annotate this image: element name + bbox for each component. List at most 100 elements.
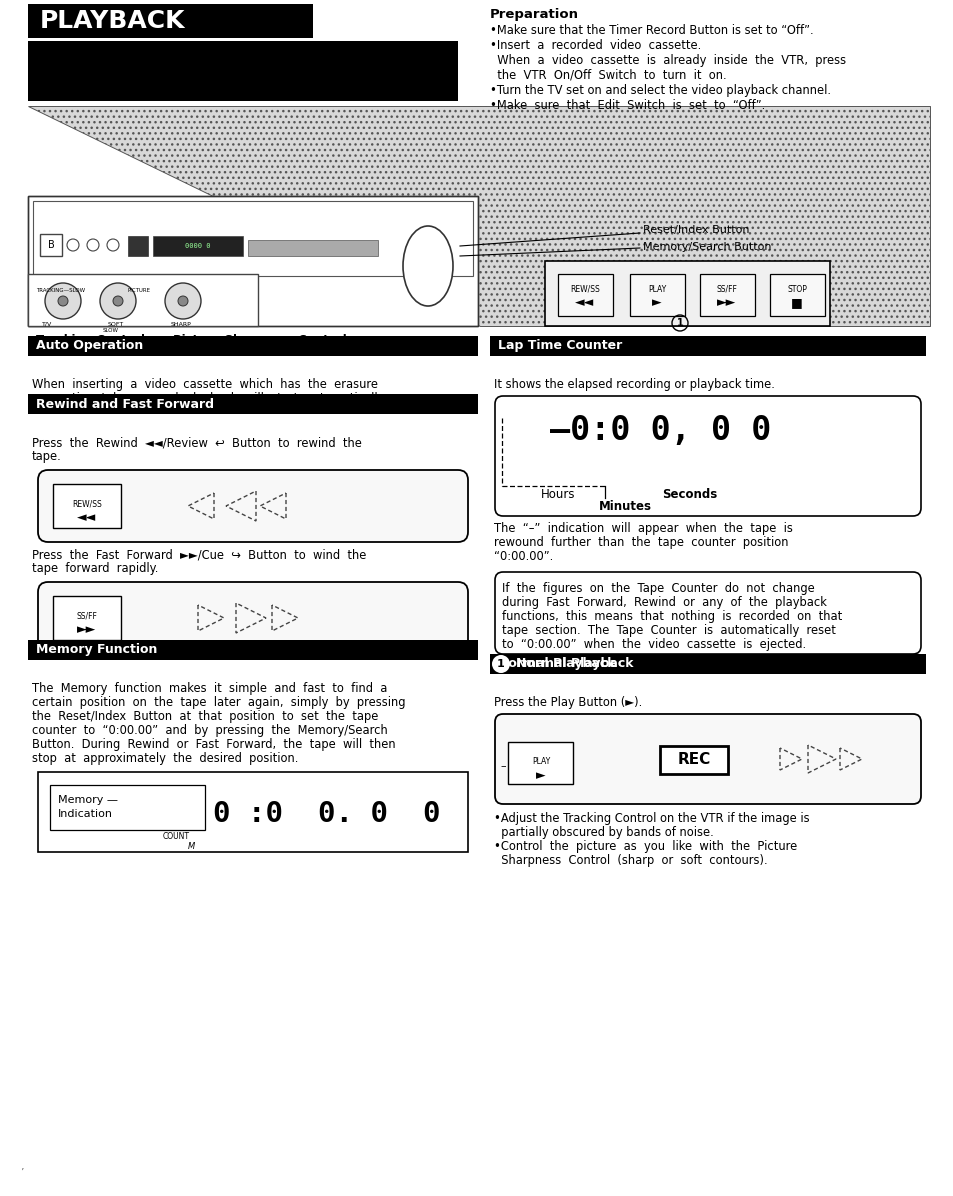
Text: ■: ■: [790, 297, 802, 310]
Text: When  a  video  cassette  is  already  inside  the  VTR,  press: When a video cassette is already inside …: [490, 54, 845, 67]
Circle shape: [45, 283, 81, 319]
Text: Lap Time Counter: Lap Time Counter: [497, 340, 621, 353]
Text: Tracking Control: Tracking Control: [36, 334, 145, 347]
Bar: [248, 240, 377, 256]
Ellipse shape: [402, 226, 453, 306]
Circle shape: [178, 295, 188, 306]
Text: ’: ’: [20, 1168, 24, 1178]
Text: Indication: Indication: [58, 808, 112, 819]
Text: the  Reset/Index  Button  at  that  position  to  set  the  tape: the Reset/Index Button at that position …: [32, 710, 378, 724]
Text: REW/SS: REW/SS: [570, 285, 599, 293]
Bar: [28, 274, 257, 327]
Text: –: –: [499, 761, 505, 771]
Text: TRACKING—SLOW: TRACKING—SLOW: [36, 288, 85, 293]
Polygon shape: [28, 106, 929, 327]
Text: If  the  figures  on  the  Tape  Counter  do  not  change: If the figures on the Tape Counter do no…: [501, 582, 814, 594]
Text: •Make  sure  that  Edit  Switch  is  set  to  “Off”.: •Make sure that Edit Switch is set to “O…: [490, 99, 764, 112]
Text: Button.  During  Rewind  or  Fast  Forward,  the  tape  will  then: Button. During Rewind or Fast Forward, t…: [32, 738, 395, 751]
Text: STOP: STOP: [786, 285, 806, 293]
Text: COUNT: COUNT: [162, 832, 190, 841]
Text: •Insert  a  recorded  video  cassette.: •Insert a recorded video cassette.: [490, 39, 700, 51]
Text: tape  forward  rapidly.: tape forward rapidly.: [32, 562, 158, 575]
Text: 0 :0  0. 0  0: 0 :0 0. 0 0: [213, 800, 440, 828]
Text: •Adjust the Tracking Control on the VTR if the image is: •Adjust the Tracking Control on the VTR …: [494, 812, 809, 825]
Text: The  Memory  function  makes  it  simple  and  fast  to  find  a: The Memory function makes it simple and …: [32, 682, 387, 695]
Text: Rewind and Fast Forward: Rewind and Fast Forward: [36, 397, 213, 410]
Text: SS/FF: SS/FF: [716, 285, 737, 293]
Text: SLOW: SLOW: [103, 328, 119, 332]
FancyBboxPatch shape: [495, 714, 920, 804]
Text: PLAY: PLAY: [532, 757, 550, 767]
Text: during  Fast  Forward,  Rewind  or  any  of  the  playback: during Fast Forward, Rewind or any of th…: [501, 596, 826, 609]
Circle shape: [87, 239, 99, 251]
Bar: [53, 596, 121, 640]
Bar: [28, 196, 477, 327]
Bar: [28, 640, 477, 660]
Text: B: B: [48, 240, 54, 250]
Bar: [28, 4, 313, 38]
Text: “0:00.00”.: “0:00.00”.: [494, 550, 553, 563]
Text: •Turn the TV set on and select the video playback channel.: •Turn the TV set on and select the video…: [490, 84, 830, 97]
Text: The  “–”  indication  will  appear  when  the  tape  is: The “–” indication will appear when the …: [494, 521, 792, 535]
Text: certain  position  on  the  tape  later  again,  simply  by  pressing: certain position on the tape later again…: [32, 696, 405, 709]
Text: Seconds: Seconds: [661, 488, 717, 501]
Circle shape: [165, 283, 201, 319]
Text: Auto Operation: Auto Operation: [36, 340, 143, 353]
Bar: [659, 746, 727, 774]
Bar: [490, 654, 925, 675]
Text: Press the Play Button (►).: Press the Play Button (►).: [494, 696, 641, 709]
Text: PLAY: PLAY: [647, 285, 665, 293]
Bar: [507, 742, 573, 785]
Text: SHARP: SHARP: [171, 322, 192, 327]
Text: Preparation: Preparation: [490, 8, 578, 22]
FancyBboxPatch shape: [495, 572, 920, 654]
Text: Sharpness  Control  (sharp  or  soft  contours).: Sharpness Control (sharp or soft contour…: [494, 854, 767, 867]
Bar: [28, 196, 477, 327]
Bar: [50, 785, 205, 830]
Text: Reset/Index Button: Reset/Index Button: [642, 225, 749, 234]
Text: tape.: tape.: [32, 450, 62, 463]
Text: Memory Function: Memory Function: [36, 643, 157, 657]
Text: stop  at  approximately  the  desired  position.: stop at approximately the desired positi…: [32, 752, 298, 765]
Text: Minutes: Minutes: [598, 500, 651, 513]
Text: Picture Sharpness Control: Picture Sharpness Control: [172, 334, 346, 347]
Text: ►►: ►►: [77, 623, 96, 636]
FancyBboxPatch shape: [38, 582, 468, 654]
Text: tape  section.  The  Tape  Counter  is  automatically  reset: tape section. The Tape Counter is automa…: [501, 624, 835, 637]
Text: partially obscured by bands of noise.: partially obscured by bands of noise.: [494, 826, 713, 840]
Bar: [700, 274, 754, 316]
Text: T/V: T/V: [42, 322, 52, 327]
Text: PLAYBACK: PLAYBACK: [40, 10, 185, 33]
Bar: [769, 274, 824, 316]
Circle shape: [107, 239, 119, 251]
Text: the  VTR  On/Off  Switch  to  turn  it  on.: the VTR On/Off Switch to turn it on.: [490, 69, 726, 83]
Bar: [558, 274, 613, 316]
Circle shape: [67, 239, 79, 251]
Text: counter  to  “0:00.00”  and  by  pressing  the  Memory/Search: counter to “0:00.00” and by pressing the…: [32, 724, 387, 737]
Bar: [40, 234, 62, 256]
Bar: [33, 201, 473, 276]
Bar: [629, 274, 684, 316]
Text: Press  the  Rewind  ◄◄/Review  ↩  Button  to  rewind  the: Press the Rewind ◄◄/Review ↩ Button to r…: [32, 437, 361, 448]
Text: Memory/Search Button: Memory/Search Button: [642, 242, 771, 252]
Text: Press  the  Fast  Forward  ►►/Cue  ↪  Button  to  wind  the: Press the Fast Forward ►►/Cue ↪ Button t…: [32, 548, 366, 561]
Text: REW/SS: REW/SS: [72, 500, 102, 508]
Text: 1: 1: [676, 318, 682, 328]
Bar: [28, 41, 457, 100]
Bar: [128, 236, 148, 256]
Text: functions,  this  means  that  nothing  is  recorded  on  that: functions, this means that nothing is re…: [501, 610, 841, 623]
Text: SOFT: SOFT: [108, 322, 124, 327]
Bar: [490, 336, 925, 356]
Bar: [53, 484, 121, 527]
Text: prevention  tab  removed  playback  will  start  automatically.: prevention tab removed playback will sta…: [32, 392, 386, 405]
Text: 1: 1: [497, 659, 504, 669]
Text: ►►: ►►: [717, 297, 736, 310]
Bar: [28, 393, 477, 414]
Bar: [544, 261, 829, 327]
Text: It shows the elapsed recording or playback time.: It shows the elapsed recording or playba…: [494, 378, 774, 391]
Text: ◄◄: ◄◄: [575, 297, 594, 310]
Text: ►: ►: [536, 769, 545, 782]
Text: •Control  the  picture  as  you  like  with  the  Picture: •Control the picture as you like with th…: [494, 840, 797, 853]
Text: 0000 0: 0000 0: [185, 243, 211, 249]
FancyBboxPatch shape: [38, 470, 468, 542]
